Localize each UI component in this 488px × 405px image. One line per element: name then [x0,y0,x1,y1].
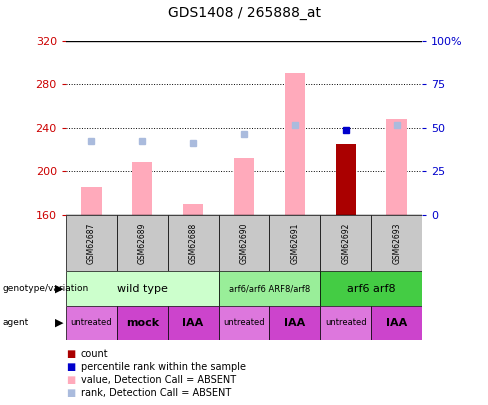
Text: GSM62687: GSM62687 [87,222,96,264]
Text: GSM62693: GSM62693 [392,222,401,264]
Bar [234,158,254,215]
Text: ■: ■ [66,362,75,372]
Bar [132,162,152,215]
Text: arf6/arf6 ARF8/arf8: arf6/arf6 ARF8/arf8 [229,284,310,293]
Bar [117,215,168,271]
Text: wild type: wild type [117,284,168,294]
Text: agent: agent [2,318,29,328]
Text: ▶: ▶ [55,318,63,328]
Text: arf6 arf8: arf6 arf8 [347,284,396,294]
Text: untreated: untreated [325,318,366,328]
Text: rank, Detection Call = ABSENT: rank, Detection Call = ABSENT [81,388,231,398]
Text: genotype/variation: genotype/variation [2,284,89,293]
Bar [66,306,117,340]
Text: GSM62688: GSM62688 [188,222,198,264]
Bar [66,271,219,306]
Text: untreated: untreated [223,318,265,328]
Text: IAA: IAA [183,318,203,328]
Bar [168,215,219,271]
Text: value, Detection Call = ABSENT: value, Detection Call = ABSENT [81,375,236,385]
Text: GSM62691: GSM62691 [290,222,300,264]
Bar [219,215,269,271]
Text: untreated: untreated [70,318,112,328]
Text: GDS1408 / 265888_at: GDS1408 / 265888_at [167,6,321,20]
Bar [320,271,422,306]
Bar [371,306,422,340]
Bar [66,215,117,271]
Text: ■: ■ [66,375,75,385]
Bar [269,306,320,340]
Bar [371,215,422,271]
Text: ■: ■ [66,350,75,359]
Bar [386,119,407,215]
Text: GSM62690: GSM62690 [240,222,248,264]
Text: IAA: IAA [386,318,407,328]
Bar [320,306,371,340]
Text: ▶: ▶ [55,284,63,294]
Bar [269,215,320,271]
Text: GSM62689: GSM62689 [138,222,147,264]
Bar [219,271,320,306]
Bar [285,73,305,215]
Bar [117,306,168,340]
Bar [183,204,203,215]
Text: percentile rank within the sample: percentile rank within the sample [81,362,245,372]
Bar [336,144,356,215]
Text: mock: mock [125,318,159,328]
Bar [81,188,102,215]
Bar [320,215,371,271]
Bar [168,306,219,340]
Text: IAA: IAA [285,318,305,328]
Text: GSM62692: GSM62692 [341,222,350,264]
Text: ■: ■ [66,388,75,398]
Bar [219,306,269,340]
Text: count: count [81,350,108,359]
